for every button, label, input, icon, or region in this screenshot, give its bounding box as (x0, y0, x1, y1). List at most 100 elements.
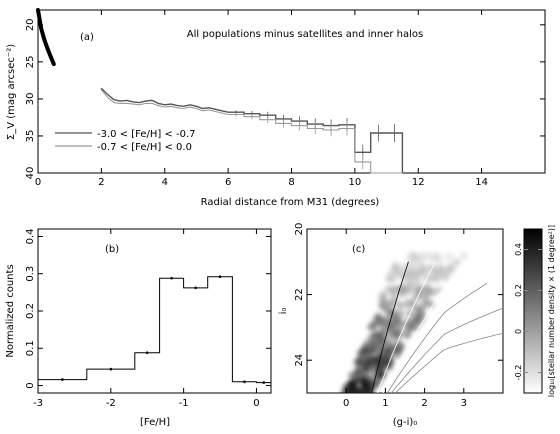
colorbar-tick-label: 0.2 (514, 284, 523, 297)
panel-b-y-tick-label: 0.4 (25, 229, 36, 245)
panel-c-frame (306, 228, 504, 394)
panel-a-series-line (36, 8, 56, 67)
panel-a-x-tick-label: 0 (35, 177, 41, 188)
density-cell (378, 291, 387, 300)
panel-b-y-tick-label: 0.2 (25, 303, 36, 319)
density-cell (432, 270, 441, 279)
density-cell (389, 276, 397, 285)
panel-c-x-tick-label: 0 (343, 398, 349, 409)
panel-c-y-tick-label: 22 (294, 288, 305, 301)
panel-a-x-tick-label: 14 (475, 177, 488, 188)
density-cell (417, 302, 426, 311)
panel-a-x-tick-label: 12 (412, 177, 425, 188)
density-cell (371, 331, 380, 340)
panel-b-histogram-outline (38, 276, 271, 384)
panel-c-isochrones (371, 261, 503, 393)
panel-c-x-axis-title: (g-i)₀ (393, 417, 418, 428)
panel-a-label: (a) (80, 32, 94, 43)
panel-c-isochrone (371, 261, 409, 393)
panel-a-x-ticks: 0 2 4 6 8 10 12 14 (35, 10, 488, 188)
panel-c: (c) 0 1 2 3 20 22 24 (g-i)₀ i₀ (278, 223, 504, 428)
panel-b-y-tick-label: 0.3 (25, 266, 36, 282)
panel-b-frame (37, 228, 272, 394)
panel-a-y-ticks: 20 25 30 35 40 (25, 18, 545, 179)
density-cell (432, 252, 441, 261)
panel-b-x-axis-title: [Fe/H] (140, 417, 170, 428)
panel-a-legend: -3.0 < [Fe/H] < -0.7 -0.7 < [Fe/H] < 0.0 (55, 129, 196, 153)
panel-c-label: (c) (352, 244, 365, 255)
panel-a-y-axis-title: Σ_V (mag arcsec⁻²) (6, 44, 17, 140)
panel-b: (b) -3 -2 -1 0 0 0.1 0.2 0.3 0.4 [Fe/H] Normali… (5, 228, 272, 428)
density-cell (379, 360, 388, 369)
panel-b-x-tick-label: -3 (33, 398, 43, 409)
panel-c-y-ticks: 20 22 24 (294, 223, 503, 367)
density-cell (361, 367, 370, 376)
density-cell (369, 340, 378, 348)
density-cell (368, 365, 377, 374)
panel-b-x-tick-label: -1 (179, 398, 189, 409)
panel-a-x-tick-label: 10 (349, 177, 362, 188)
panel-b-label: (b) (105, 244, 119, 255)
panel-b-histogram (38, 275, 271, 384)
density-cell (414, 275, 423, 284)
density-cell (356, 357, 364, 366)
panel-c-y-axis-title: i₀ (278, 308, 289, 315)
density-cell (395, 301, 404, 310)
panel-a-y-tick-label: 30 (25, 93, 36, 106)
colorbar-ticks: -0.2 0 0.2 0.4 (514, 243, 542, 380)
panel-a-x-tick-label: 8 (288, 177, 294, 188)
panel-a-title: All populations minus satellites and inn… (187, 29, 423, 40)
density-cell (350, 379, 358, 388)
panel-a-y-tick-label: 40 (25, 167, 36, 180)
panel-a-series-line (100, 89, 403, 174)
panel-c-x-tick-label: 1 (382, 398, 388, 409)
panel-c-x-ticks: 0 1 2 3 (343, 229, 467, 409)
density-cell (403, 328, 412, 337)
panel-b-y-tick-label: 0.1 (25, 340, 36, 356)
panel-a-x-tick-label: 6 (225, 177, 231, 188)
density-cell (366, 323, 375, 332)
panel-a-x-axis-title: Radial distance from M31 (degrees) (201, 197, 380, 208)
panel-a-y-tick-label: 20 (25, 18, 36, 31)
density-cell (378, 302, 387, 311)
panel-c-y-tick-label: 24 (294, 354, 305, 367)
panel-b-x-ticks: -3 -2 -1 0 (33, 229, 260, 409)
colorbar-title: log₁₀[stellar number density × (1 degree… (547, 225, 556, 397)
panel-a-legend-label: -3.0 < [Fe/H] < -0.7 (97, 129, 196, 140)
colorbar-tick-label: 0.4 (514, 243, 523, 256)
density-cell (392, 266, 401, 275)
panel-a-x-tick-label: 2 (98, 177, 104, 188)
panel-c-isochrone (387, 283, 488, 393)
density-cell (356, 349, 365, 358)
density-cell (352, 389, 361, 393)
density-cell (367, 347, 376, 355)
density-cell (446, 253, 455, 262)
density-cell (412, 323, 420, 332)
panel-c-x-tick-label: 3 (461, 398, 467, 409)
panel-c-isochrone (394, 332, 503, 393)
density-cell (376, 371, 385, 380)
density-cell (410, 253, 419, 262)
density-cell (368, 379, 377, 388)
panel-b-x-tick-label: -2 (106, 398, 116, 409)
panel-b-y-ticks: 0 0.1 0.2 0.3 0.4 (25, 229, 271, 389)
density-cell (389, 292, 398, 301)
panel-a-legend-label: -0.7 < [Fe/H] < 0.0 (97, 142, 192, 153)
panel-c-x-tick-label: 2 (421, 398, 427, 409)
density-cell (366, 358, 375, 367)
density-cell (418, 311, 427, 320)
density-cell (354, 364, 363, 373)
density-cell (396, 309, 405, 318)
colorbar-gradient (523, 228, 543, 394)
panel-a: (a) All populations minus satellites and… (6, 8, 546, 208)
panel-b-x-tick-label: 0 (253, 398, 259, 409)
panel-b-y-tick-label: 0 (25, 382, 36, 388)
density-cell (402, 300, 411, 309)
density-cell (394, 317, 402, 326)
panel-b-y-axis-title: Normalized counts (5, 264, 16, 357)
density-cell (419, 266, 428, 274)
panel-a-series (36, 8, 404, 174)
density-cell (429, 264, 438, 273)
density-cell (385, 300, 394, 309)
